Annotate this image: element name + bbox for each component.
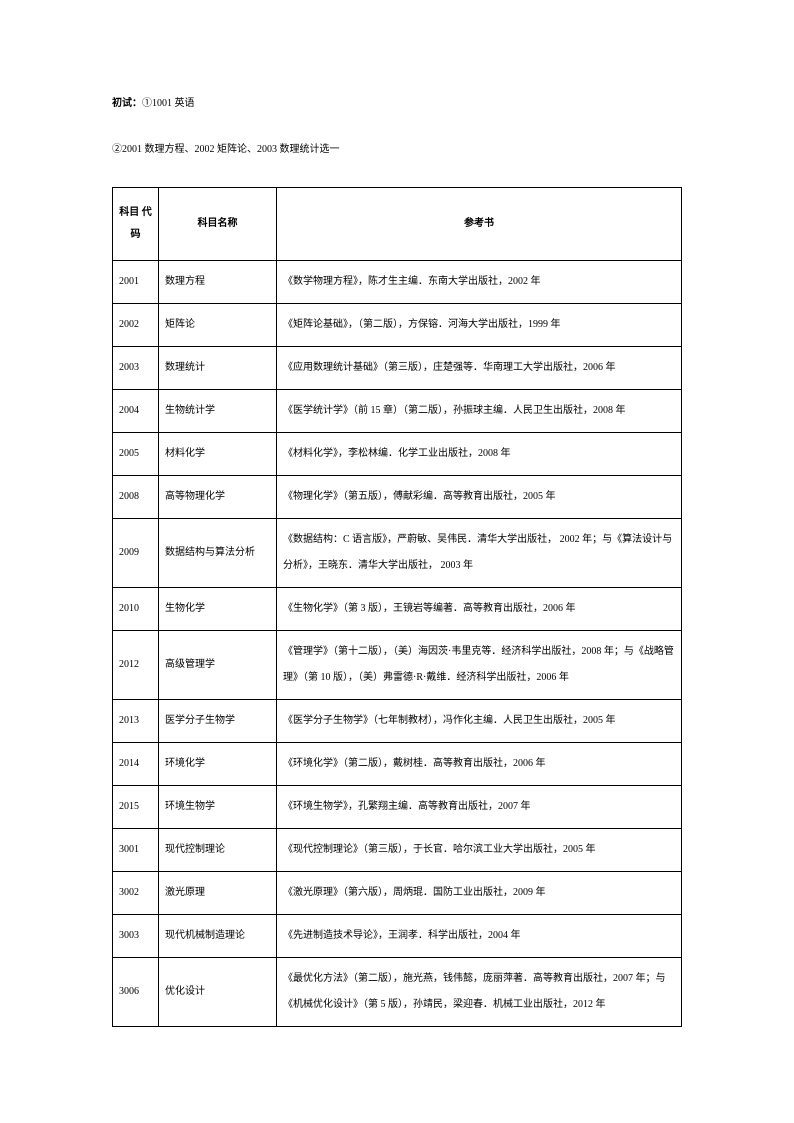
table-row: 2005材料化学《材料化学》，李松林编．化学工业出版社，2008 年	[113, 433, 682, 476]
reference-table-wrap: 科目 代码 科目名称 参考书 2001数理方程《数学物理方程》，陈才生主编．东南…	[112, 187, 682, 1027]
table-row: 2001数理方程《数学物理方程》，陈才生主编．东南大学出版社，2002 年	[113, 261, 682, 304]
cell-code: 2013	[113, 700, 159, 743]
table-row: 2015环境生物学《环境生物学》，孔繁翔主编．高等教育出版社，2007 年	[113, 786, 682, 829]
cell-ref: 《材料化学》，李松林编．化学工业出版社，2008 年	[277, 433, 682, 476]
cell-name: 优化设计	[159, 958, 277, 1027]
cell-code: 2009	[113, 519, 159, 588]
cell-code: 2012	[113, 631, 159, 700]
table-row: 3006优化设计《最优化方法》（第二版），施光燕，钱伟懿，庞丽萍著．高等教育出版…	[113, 958, 682, 1027]
table-row: 2003数理统计《应用数理统计基础》（第三版），庄楚强等．华南理工大学出版社，2…	[113, 347, 682, 390]
cell-code: 2008	[113, 476, 159, 519]
table-row: 2012高级管理学《管理学》（第十二版），（美）海因茨·韦里克等．经济科学出版社…	[113, 631, 682, 700]
cell-code: 3003	[113, 915, 159, 958]
cell-ref: 《数学物理方程》，陈才生主编．东南大学出版社，2002 年	[277, 261, 682, 304]
table-row: 3003现代机械制造理论《先进制造技术导论》，王润孝．科学出版社，2004 年	[113, 915, 682, 958]
cell-code: 3002	[113, 872, 159, 915]
cell-ref: 《管理学》（第十二版），（美）海因茨·韦里克等．经济科学出版社，2008 年；与…	[277, 631, 682, 700]
cell-ref: 《环境生物学》，孔繁翔主编．高等教育出版社，2007 年	[277, 786, 682, 829]
table-row: 2014环境化学《环境化学》（第二版），戴树桂．高等教育出版社，2006 年	[113, 743, 682, 786]
cell-ref: 《应用数理统计基础》（第三版），庄楚强等．华南理工大学出版社，2006 年	[277, 347, 682, 390]
cell-name: 材料化学	[159, 433, 277, 476]
table-row: 3002激光原理《激光原理》（第六版），周炳琨．国防工业出版社，2009 年	[113, 872, 682, 915]
cell-ref: 《环境化学》（第二版），戴树桂．高等教育出版社，2006 年	[277, 743, 682, 786]
cell-code: 2003	[113, 347, 159, 390]
cell-ref: 《激光原理》（第六版），周炳琨．国防工业出版社，2009 年	[277, 872, 682, 915]
cell-name: 数理方程	[159, 261, 277, 304]
cell-name: 环境化学	[159, 743, 277, 786]
table-row: 2002矩阵论《矩阵论基础》，（第二版），方保镕．河海大学出版社，1999 年	[113, 304, 682, 347]
table-body: 2001数理方程《数学物理方程》，陈才生主编．东南大学出版社，2002 年200…	[113, 261, 682, 1027]
cell-name: 矩阵论	[159, 304, 277, 347]
intro-text-1: ①1001 英语	[142, 98, 195, 109]
cell-ref: 《医学统计学》（前 15 章）（第二版），孙振球主编．人民卫生出版社，2008 …	[277, 390, 682, 433]
header-ref: 参考书	[277, 188, 682, 261]
cell-code: 2014	[113, 743, 159, 786]
cell-name: 现代控制理论	[159, 829, 277, 872]
cell-code: 2001	[113, 261, 159, 304]
table-row: 2013医学分子生物学《医学分子生物学》（七年制教材），冯作化主编．人民卫生出版…	[113, 700, 682, 743]
table-header-row: 科目 代码 科目名称 参考书	[113, 188, 682, 261]
cell-ref: 《物理化学》（第五版），傅献彩编．高等教育出版社，2005 年	[277, 476, 682, 519]
cell-ref: 《最优化方法》（第二版），施光燕，钱伟懿，庞丽萍著．高等教育出版社，2007 年…	[277, 958, 682, 1027]
cell-ref: 《矩阵论基础》，（第二版），方保镕．河海大学出版社，1999 年	[277, 304, 682, 347]
cell-name: 激光原理	[159, 872, 277, 915]
table-row: 2009数据结构与算法分析《数据结构：C 语言版》，严蔚敏、吴伟民．清华大学出版…	[113, 519, 682, 588]
intro-line-1: 初试：①1001 英语	[112, 95, 682, 113]
cell-code: 2002	[113, 304, 159, 347]
cell-name: 高级管理学	[159, 631, 277, 700]
cell-code: 3006	[113, 958, 159, 1027]
cell-code: 3001	[113, 829, 159, 872]
cell-code: 2005	[113, 433, 159, 476]
cell-name: 医学分子生物学	[159, 700, 277, 743]
table-row: 2008高等物理化学《物理化学》（第五版），傅献彩编．高等教育出版社，2005 …	[113, 476, 682, 519]
cell-name: 生物化学	[159, 588, 277, 631]
intro-label: 初试：	[112, 98, 142, 109]
cell-name: 数理统计	[159, 347, 277, 390]
cell-code: 2004	[113, 390, 159, 433]
cell-ref: 《生物化学》（第 3 版），王镜岩等编著．高等教育出版社，2006 年	[277, 588, 682, 631]
header-name: 科目名称	[159, 188, 277, 261]
table-row: 3001现代控制理论《现代控制理论》（第三版），于长官．哈尔滨工业大学出版社，2…	[113, 829, 682, 872]
cell-name: 高等物理化学	[159, 476, 277, 519]
reference-table: 科目 代码 科目名称 参考书 2001数理方程《数学物理方程》，陈才生主编．东南…	[112, 187, 682, 1027]
cell-ref: 《医学分子生物学》（七年制教材），冯作化主编．人民卫生出版社，2005 年	[277, 700, 682, 743]
cell-name: 数据结构与算法分析	[159, 519, 277, 588]
cell-name: 生物统计学	[159, 390, 277, 433]
document-page: 初试：①1001 英语 ②2001 数理方程、2002 矩阵论、2003 数理统…	[0, 0, 794, 1067]
cell-name: 环境生物学	[159, 786, 277, 829]
intro-line-2: ②2001 数理方程、2002 矩阵论、2003 数理统计选一	[112, 141, 682, 159]
intro-text-2: ②2001 数理方程、2002 矩阵论、2003 数理统计选一	[112, 144, 340, 155]
cell-code: 2010	[113, 588, 159, 631]
table-row: 2004生物统计学《医学统计学》（前 15 章）（第二版），孙振球主编．人民卫生…	[113, 390, 682, 433]
cell-code: 2015	[113, 786, 159, 829]
cell-ref: 《数据结构：C 语言版》，严蔚敏、吴伟民．清华大学出版社， 2002 年；与《算…	[277, 519, 682, 588]
header-code: 科目 代码	[113, 188, 159, 261]
cell-ref: 《现代控制理论》（第三版），于长官．哈尔滨工业大学出版社，2005 年	[277, 829, 682, 872]
cell-name: 现代机械制造理论	[159, 915, 277, 958]
cell-ref: 《先进制造技术导论》，王润孝．科学出版社，2004 年	[277, 915, 682, 958]
table-row: 2010生物化学《生物化学》（第 3 版），王镜岩等编著．高等教育出版社，200…	[113, 588, 682, 631]
